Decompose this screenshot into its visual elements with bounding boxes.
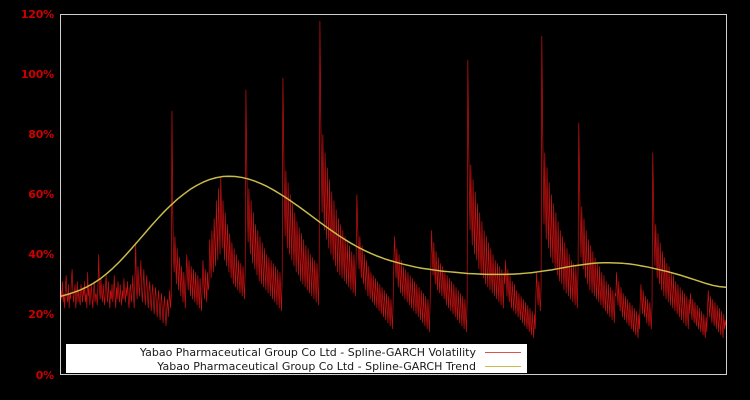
- y-axis-tick-label: 40%: [28, 248, 54, 262]
- y-axis-tick-label: 120%: [20, 7, 54, 21]
- legend-label-trend: Yabao Pharmaceutical Group Co Ltd - Spli…: [157, 359, 476, 373]
- chart-svg: [61, 20, 726, 339]
- volatility-series-line: [61, 20, 726, 339]
- legend-line-swatch-volatility-icon: [485, 351, 521, 353]
- legend-item-trend: Yabao Pharmaceutical Group Co Ltd - Spli…: [66, 359, 527, 373]
- y-axis-tick-label: 60%: [28, 188, 54, 201]
- y-axis-tick-label: 0%: [35, 368, 54, 382]
- trend-series-line: [61, 175, 726, 297]
- plot-area: [60, 14, 727, 375]
- legend-line-swatch-trend-icon: [485, 365, 521, 367]
- y-axis-tick-label: 80%: [28, 127, 54, 141]
- y-axis-tick-labels: 0% 20% 40% 60% 80% 100% 120%: [0, 0, 54, 400]
- y-axis-tick-label: 20%: [28, 308, 54, 322]
- y-axis-tick-label: 100%: [20, 67, 54, 81]
- legend-item-volatility: Yabao Pharmaceutical Group Co Ltd - Spli…: [66, 345, 527, 359]
- legend-label-volatility: Yabao Pharmaceutical Group Co Ltd - Spli…: [139, 345, 476, 359]
- chart-legend: Yabao Pharmaceutical Group Co Ltd - Spli…: [66, 344, 527, 373]
